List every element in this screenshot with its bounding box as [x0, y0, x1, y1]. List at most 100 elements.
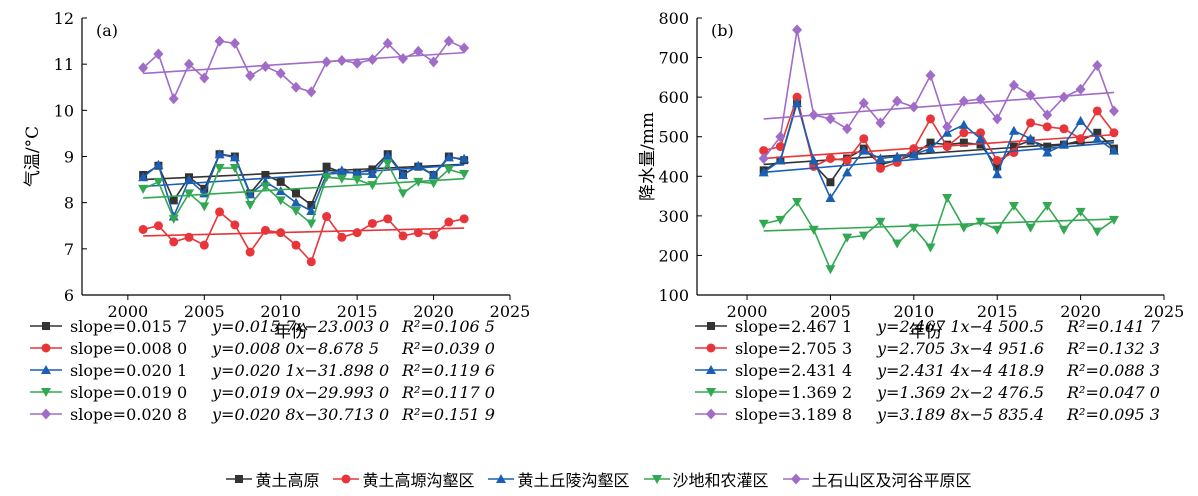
data-point: [260, 225, 270, 235]
data-point: [215, 207, 225, 217]
data-point: [413, 177, 424, 187]
series-line: [763, 196, 1115, 272]
data-point: [337, 232, 347, 242]
data-point: [367, 169, 378, 179]
data-point: [959, 128, 969, 138]
series-4: [758, 24, 1119, 164]
data-point: [276, 228, 286, 238]
legend-slope: slope=3.189 8: [735, 405, 852, 424]
data-point: [1058, 91, 1069, 103]
legend-marker: [707, 322, 715, 330]
series-2: [758, 98, 1119, 203]
data-point: [1059, 124, 1069, 134]
data-point: [892, 151, 903, 161]
x-axis-label: 年份: [274, 322, 308, 342]
data-point: [842, 233, 853, 243]
y-tick-label: 12: [54, 9, 74, 28]
data-point: [1025, 223, 1036, 233]
data-point: [428, 169, 439, 179]
data-point: [306, 205, 317, 215]
data-point: [1025, 133, 1036, 143]
x-tick-label: 2015: [977, 302, 1018, 321]
data-point: [306, 86, 317, 98]
data-point: [826, 178, 835, 187]
chart-panel-a: 6 7 8 9 10 11 12 2000 2005 2010 2015 2020 2025 年份 气温/°…: [23, 9, 530, 424]
x-tick-label: 2005: [184, 302, 225, 321]
data-point: [184, 174, 194, 184]
data-point: [1092, 59, 1103, 71]
series-line: [142, 40, 465, 101]
data-point: [336, 54, 347, 66]
legend-marker: [42, 322, 50, 330]
data-point: [792, 98, 803, 108]
data-point: [858, 231, 869, 241]
data-point: [1076, 134, 1086, 144]
series-line: [763, 29, 1115, 159]
y-tick-label: 700: [658, 49, 689, 68]
data-point: [184, 232, 194, 242]
data-point: [958, 119, 969, 129]
data-point: [976, 128, 986, 138]
data-point: [260, 60, 271, 72]
series-4: [138, 35, 470, 105]
x-tick-label: 2020: [1060, 302, 1101, 321]
data-point: [758, 167, 769, 177]
data-point: [169, 196, 178, 205]
trend-line: [143, 163, 465, 181]
data-point: [261, 170, 270, 179]
data-point: [1026, 118, 1036, 128]
legend-equation: y=3.189 8x−5 835.4: [876, 405, 1044, 424]
data-point: [908, 101, 919, 113]
data-point: [199, 72, 210, 84]
legend-item: 黄土高塬沟壑区: [333, 467, 474, 491]
data-point: [459, 42, 470, 54]
data-point: [808, 155, 819, 165]
data-point: [875, 163, 885, 173]
data-point: [199, 202, 210, 212]
data-point: [875, 153, 886, 163]
data-point: [908, 149, 919, 159]
legend-label: 土石山区及河谷平原区: [811, 471, 972, 490]
legend-label: 黄土高塬沟壑区: [362, 471, 475, 490]
legend-r2: R²=0.117 0: [401, 383, 495, 402]
data-point: [153, 159, 164, 169]
data-point: [992, 113, 1003, 125]
legend-swatch: [488, 474, 515, 483]
data-point: [858, 97, 869, 109]
data-point: [976, 140, 985, 149]
data-point: [169, 237, 179, 247]
data-point: [925, 143, 936, 153]
legend-label: 黄土高原: [255, 471, 320, 490]
data-point: [291, 206, 301, 216]
data-point: [153, 177, 164, 187]
y-tick-label: 100: [658, 286, 689, 305]
data-point: [229, 152, 240, 162]
data-point: [322, 162, 331, 171]
data-point: [925, 69, 936, 81]
data-point: [443, 165, 454, 175]
data-point: [275, 186, 286, 196]
data-point: [199, 240, 209, 250]
legend-slope: slope=1.369 2: [735, 383, 852, 402]
data-point: [306, 219, 317, 229]
y-tick-label: 400: [658, 167, 689, 186]
legend-r2: R²=0.088 3: [1066, 361, 1160, 380]
data-point: [459, 170, 470, 180]
legend-equation: y=1.369 2x−2 476.5: [876, 383, 1044, 402]
data-point: [184, 58, 194, 70]
data-point: [1092, 106, 1102, 116]
x-tick-label: 2000: [107, 302, 148, 321]
data-point: [352, 57, 363, 69]
legend-equation: y=0.019 0x−29.993 0: [211, 383, 389, 402]
legend-r2: R²=0.119 6: [401, 361, 495, 380]
data-point: [352, 175, 363, 185]
data-point: [909, 144, 919, 154]
legend-equation: y=2.705 3x−4 951.6: [876, 339, 1044, 358]
legend-label: 黄土丘陵沟壑区: [517, 471, 630, 490]
data-point: [382, 150, 393, 160]
data-point: [1092, 133, 1103, 143]
legend-slope: slope=0.019 0: [70, 383, 187, 402]
series-line: [763, 94, 1115, 170]
data-point: [459, 214, 469, 224]
y-tick-label: 7: [64, 240, 74, 259]
